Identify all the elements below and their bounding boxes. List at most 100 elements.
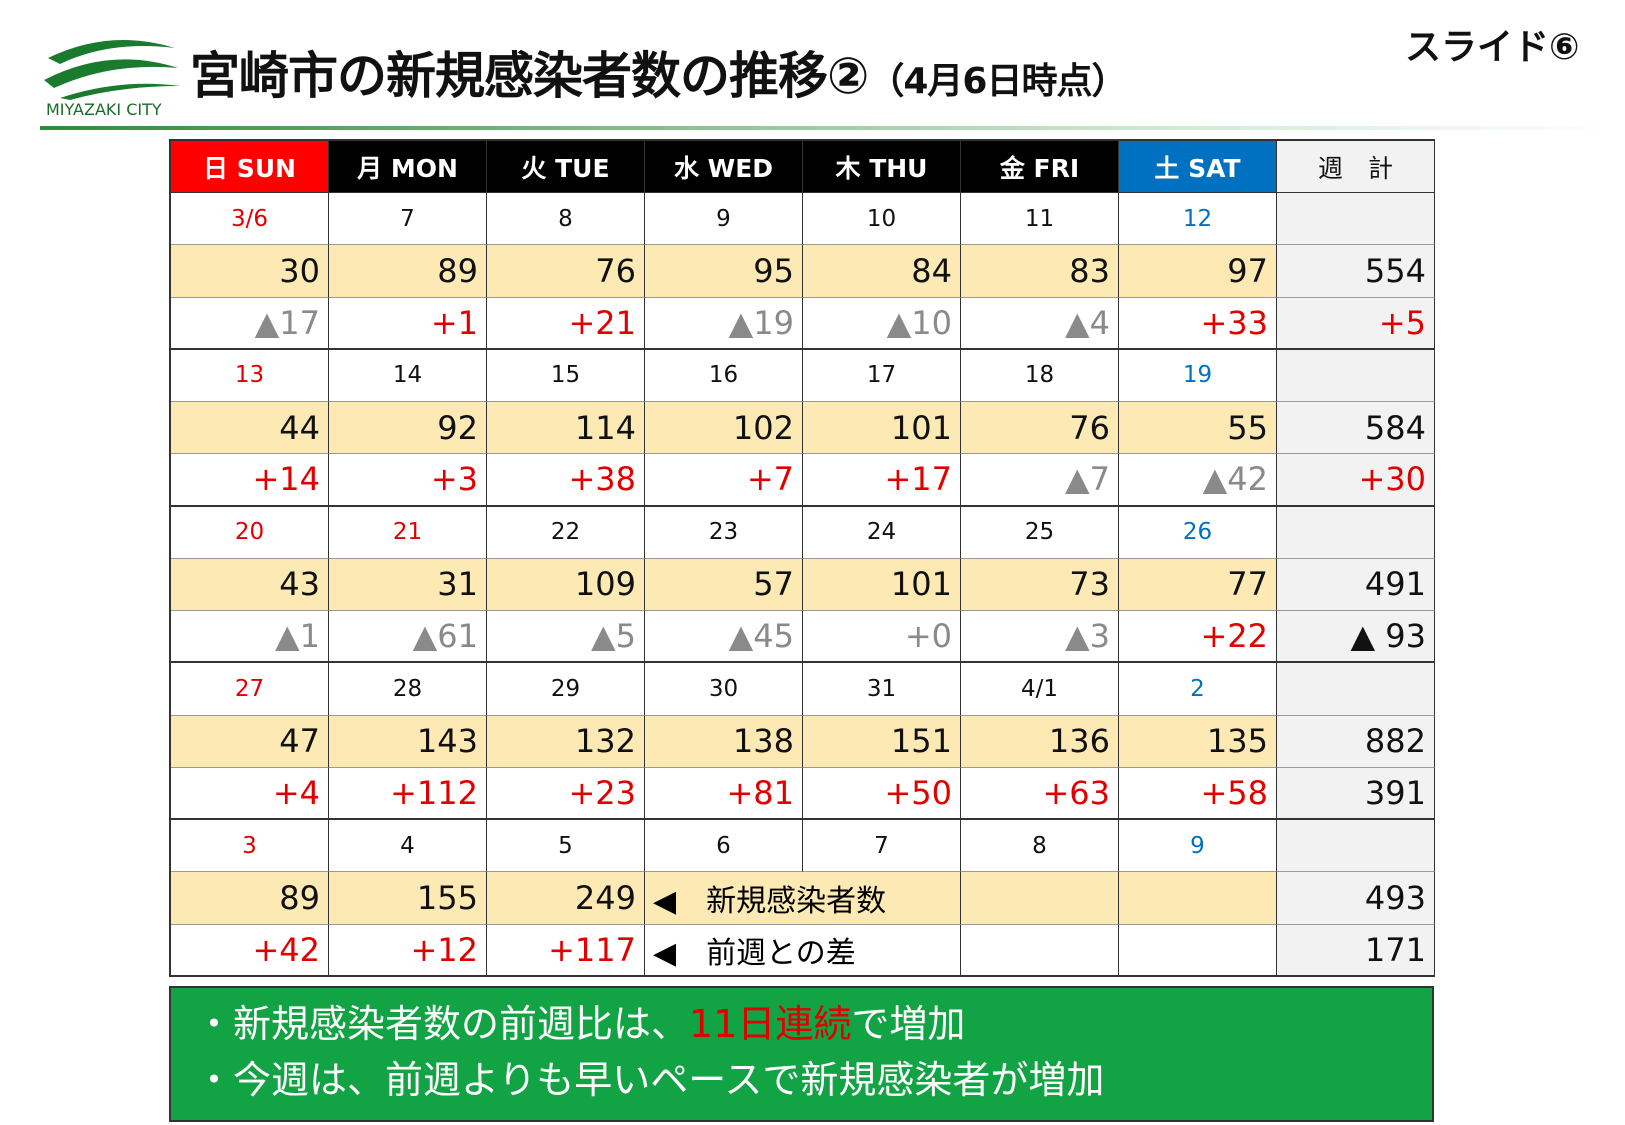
count-cell: 57 <box>645 558 803 612</box>
date-cell: 2 <box>1119 663 1277 716</box>
diff-cell: +1 <box>329 297 487 350</box>
diff-cell: +112 <box>329 767 487 821</box>
logo-text: MIYAZAKI CITY <box>46 100 162 119</box>
date-cell: 21 <box>329 506 487 559</box>
diff-cell: +33 <box>1119 297 1277 350</box>
count-cell: 89 <box>329 245 487 298</box>
subtitle: （4月6日時点） <box>868 61 1127 102</box>
diff-cell: +81 <box>645 767 803 821</box>
diff-cell: ▲17 <box>171 297 329 350</box>
date-cell: 16 <box>645 349 803 403</box>
date-cell: 8 <box>961 820 1119 873</box>
notes-box: 新規感染者数の前週比は、11日連続で増加今週は、前週よりも早いペースで新規感染者… <box>169 986 1434 1122</box>
count-cell: 73 <box>961 558 1119 612</box>
header-cell: 日 SUN <box>171 141 329 193</box>
count-cell: 109 <box>487 558 645 612</box>
count-cell: 92 <box>329 402 487 455</box>
date-cell: 3 <box>171 820 329 873</box>
diff-cell: +14 <box>171 454 329 507</box>
count-cell: 76 <box>487 245 645 298</box>
title-text: 宮崎市の新規感染者数の推移② <box>190 47 869 105</box>
diff-cell: +21 <box>487 297 645 350</box>
diff-cell: ▲5 <box>487 611 645 664</box>
total-blank <box>1277 663 1435 716</box>
date-cell: 20 <box>171 506 329 559</box>
diff-cell: +42 <box>171 924 329 977</box>
header-cell: 木 THU <box>803 141 961 193</box>
title: 宮崎市の新規感染者数の推移②（4月6日時点） <box>190 36 1127 108</box>
date-cell: 29 <box>487 663 645 716</box>
count-total: 554 <box>1277 245 1435 298</box>
diff-cell: ▲19 <box>645 297 803 350</box>
header-cell: 金 FRI <box>961 141 1119 193</box>
count-cell: 43 <box>171 558 329 612</box>
count-cell: 97 <box>1119 245 1277 298</box>
total-blank <box>1277 506 1435 559</box>
date-cell: 13 <box>171 349 329 403</box>
count-cell: 136 <box>961 715 1119 768</box>
date-cell: 28 <box>329 663 487 716</box>
diff-cell: +22 <box>1119 611 1277 664</box>
date-cell: 5 <box>487 820 645 873</box>
date-cell: 7 <box>803 820 961 873</box>
empty-cell <box>961 872 1119 925</box>
count-total: 584 <box>1277 402 1435 455</box>
diff-cell: +63 <box>961 767 1119 821</box>
date-cell: 18 <box>961 349 1119 403</box>
date-cell: 4 <box>329 820 487 873</box>
note-text: 今週は、前週よりも早いペースで新規感染者が増加 <box>233 1058 1105 1102</box>
count-cell: 249 <box>487 872 645 925</box>
diff-cell: ▲4 <box>961 297 1119 350</box>
date-cell: 27 <box>171 663 329 716</box>
header-cell: 土 SAT <box>1119 141 1277 193</box>
empty-cell <box>961 924 1119 977</box>
diff-cell: ▲45 <box>645 611 803 664</box>
count-cell: 30 <box>171 245 329 298</box>
diff-cell: ▲10 <box>803 297 961 350</box>
diff-cell: +50 <box>803 767 961 821</box>
count-cell: 44 <box>171 402 329 455</box>
count-cell: 101 <box>803 402 961 455</box>
legend-count: ◀ 新規感染者数 <box>645 872 961 925</box>
count-cell: 114 <box>487 402 645 455</box>
total-blank <box>1277 820 1435 873</box>
date-cell: 14 <box>329 349 487 403</box>
count-cell: 76 <box>961 402 1119 455</box>
count-cell: 31 <box>329 558 487 612</box>
count-cell: 77 <box>1119 558 1277 612</box>
diff-cell: ▲42 <box>1119 454 1277 507</box>
count-cell: 95 <box>645 245 803 298</box>
date-cell: 24 <box>803 506 961 559</box>
note-text: で増加 <box>851 1002 966 1046</box>
total-blank <box>1277 193 1435 246</box>
date-cell: 10 <box>803 193 961 246</box>
date-cell: 23 <box>645 506 803 559</box>
diff-cell: +12 <box>329 924 487 977</box>
count-cell: 143 <box>329 715 487 768</box>
count-cell: 84 <box>803 245 961 298</box>
count-total: 491 <box>1277 558 1435 612</box>
count-cell: 55 <box>1119 402 1277 455</box>
date-cell: 25 <box>961 506 1119 559</box>
header-cell: 水 WED <box>645 141 803 193</box>
count-cell: 101 <box>803 558 961 612</box>
diff-cell: ▲61 <box>329 611 487 664</box>
empty-cell <box>1119 924 1277 977</box>
empty-cell <box>1119 872 1277 925</box>
diff-cell: +38 <box>487 454 645 507</box>
diff-total: +30 <box>1277 454 1435 507</box>
date-cell: 6 <box>645 820 803 873</box>
date-cell: 9 <box>1119 820 1277 873</box>
diff-cell: +3 <box>329 454 487 507</box>
diff-cell: ▲1 <box>171 611 329 664</box>
diff-cell: +0 <box>803 611 961 664</box>
date-cell: 9 <box>645 193 803 246</box>
header-cell: 火 TUE <box>487 141 645 193</box>
diff-total: 391 <box>1277 767 1435 821</box>
date-cell: 30 <box>645 663 803 716</box>
date-cell: 7 <box>329 193 487 246</box>
date-cell: 31 <box>803 663 961 716</box>
date-cell: 15 <box>487 349 645 403</box>
date-cell: 4/1 <box>961 663 1119 716</box>
